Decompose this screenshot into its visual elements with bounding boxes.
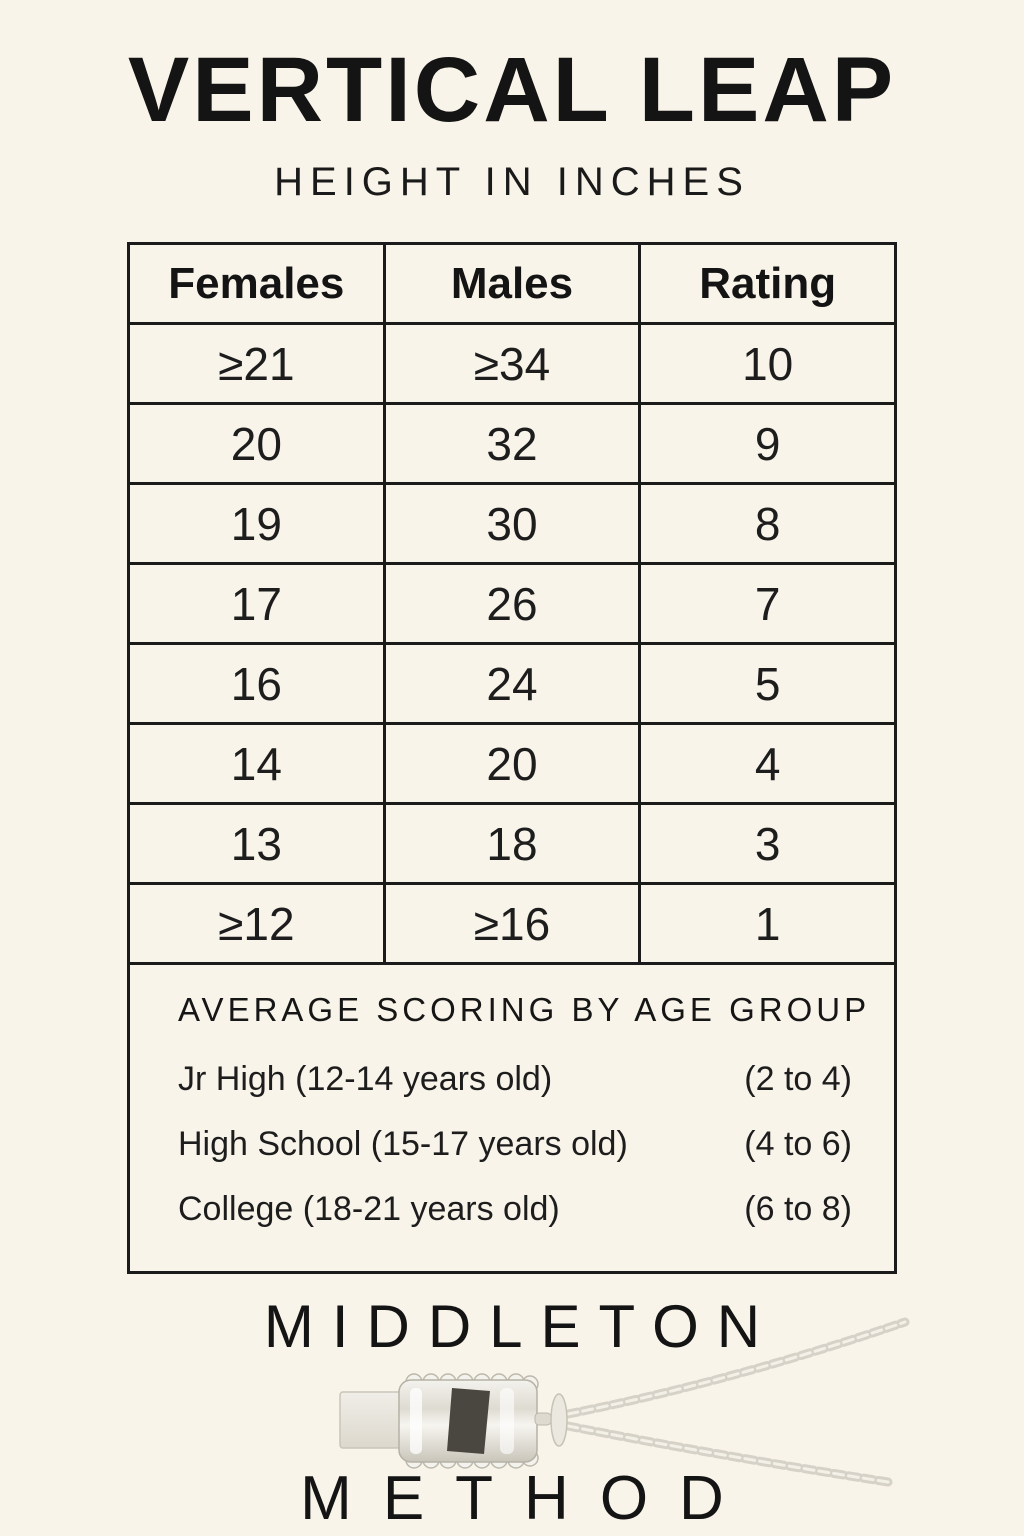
page-subtitle: HEIGHT IN INCHES [274, 160, 750, 204]
brand-name-method: METHOD [300, 1464, 755, 1533]
table-row: 13 18 3 [127, 802, 897, 885]
table-cell: 1 [638, 882, 897, 965]
table-row: 19 30 8 [127, 482, 897, 565]
table-cell: 14 [127, 722, 386, 805]
age-group-range: (6 to 8) [744, 1190, 852, 1228]
age-group-label: High School (15-17 years old) [178, 1125, 628, 1163]
chain-disc-bead [550, 1393, 568, 1447]
brand-name-middleton: MIDDLETON [263, 1293, 779, 1360]
scoring-by-age-section: AVERAGE SCORING BY AGE GROUP Jr High (12… [127, 962, 897, 1274]
scoring-line-high-school: High School (15-17 years old) (4 to 6) [178, 1112, 852, 1177]
table-cell: ≥21 [127, 322, 386, 405]
table-cell: 7 [638, 562, 897, 645]
age-group-label: Jr High (12-14 years old) [178, 1060, 553, 1098]
table-cell: ≥12 [127, 882, 386, 965]
whistle-mouthpiece [339, 1391, 407, 1449]
whistle-sound-window [447, 1388, 490, 1454]
table-cell: 4 [638, 722, 897, 805]
table-cell: ≥16 [382, 882, 642, 965]
table-row: ≥21 ≥34 10 [127, 322, 897, 405]
table-cell: 17 [127, 562, 386, 645]
whistle-pendant-icon [339, 1317, 910, 1487]
table-cell: 5 [638, 642, 897, 725]
page-title: VERTICAL LEAP [127, 39, 897, 141]
table-cell: 8 [638, 482, 897, 565]
scoring-footer-row: AVERAGE SCORING BY AGE GROUP Jr High (12… [127, 962, 897, 1274]
vertical-leap-table: Females Males Rating ≥21 ≥34 10 20 32 9 … [127, 242, 897, 1274]
age-group-range: (4 to 6) [744, 1125, 852, 1163]
age-group-range: (2 to 4) [744, 1060, 852, 1098]
table-cell: 16 [127, 642, 386, 725]
table-cell: ≥34 [382, 322, 642, 405]
table-cell: 18 [382, 802, 642, 885]
table-cell: 19 [127, 482, 386, 565]
table-cell: 3 [638, 802, 897, 885]
table-row: ≥12 ≥16 1 [127, 882, 897, 965]
table-header-row: Females Males Rating [127, 242, 897, 325]
table-cell: 9 [638, 402, 897, 485]
table-cell: 13 [127, 802, 386, 885]
table-cell: 20 [127, 402, 386, 485]
table-cell: 30 [382, 482, 642, 565]
table-cell: 32 [382, 402, 642, 485]
table-row: 16 24 5 [127, 642, 897, 725]
whistle-connector [534, 1412, 552, 1426]
table-cell: 20 [382, 722, 642, 805]
necklace-chain [563, 1317, 910, 1487]
column-header-females: Females [127, 242, 386, 325]
table-row: 20 32 9 [127, 402, 897, 485]
table-row: 17 26 7 [127, 562, 897, 645]
table-cell: 24 [382, 642, 642, 725]
table-cell: 26 [382, 562, 642, 645]
scoring-line-college: College (18-21 years old) (6 to 8) [178, 1177, 852, 1242]
table-cell: 10 [638, 322, 897, 405]
scoring-heading: AVERAGE SCORING BY AGE GROUP [178, 991, 871, 1028]
scoring-line-jr-high: Jr High (12-14 years old) (2 to 4) [178, 1047, 852, 1112]
age-group-label: College (18-21 years old) [178, 1190, 560, 1228]
table-row: 14 20 4 [127, 722, 897, 805]
column-header-rating: Rating [638, 242, 897, 325]
column-header-males: Males [382, 242, 642, 325]
